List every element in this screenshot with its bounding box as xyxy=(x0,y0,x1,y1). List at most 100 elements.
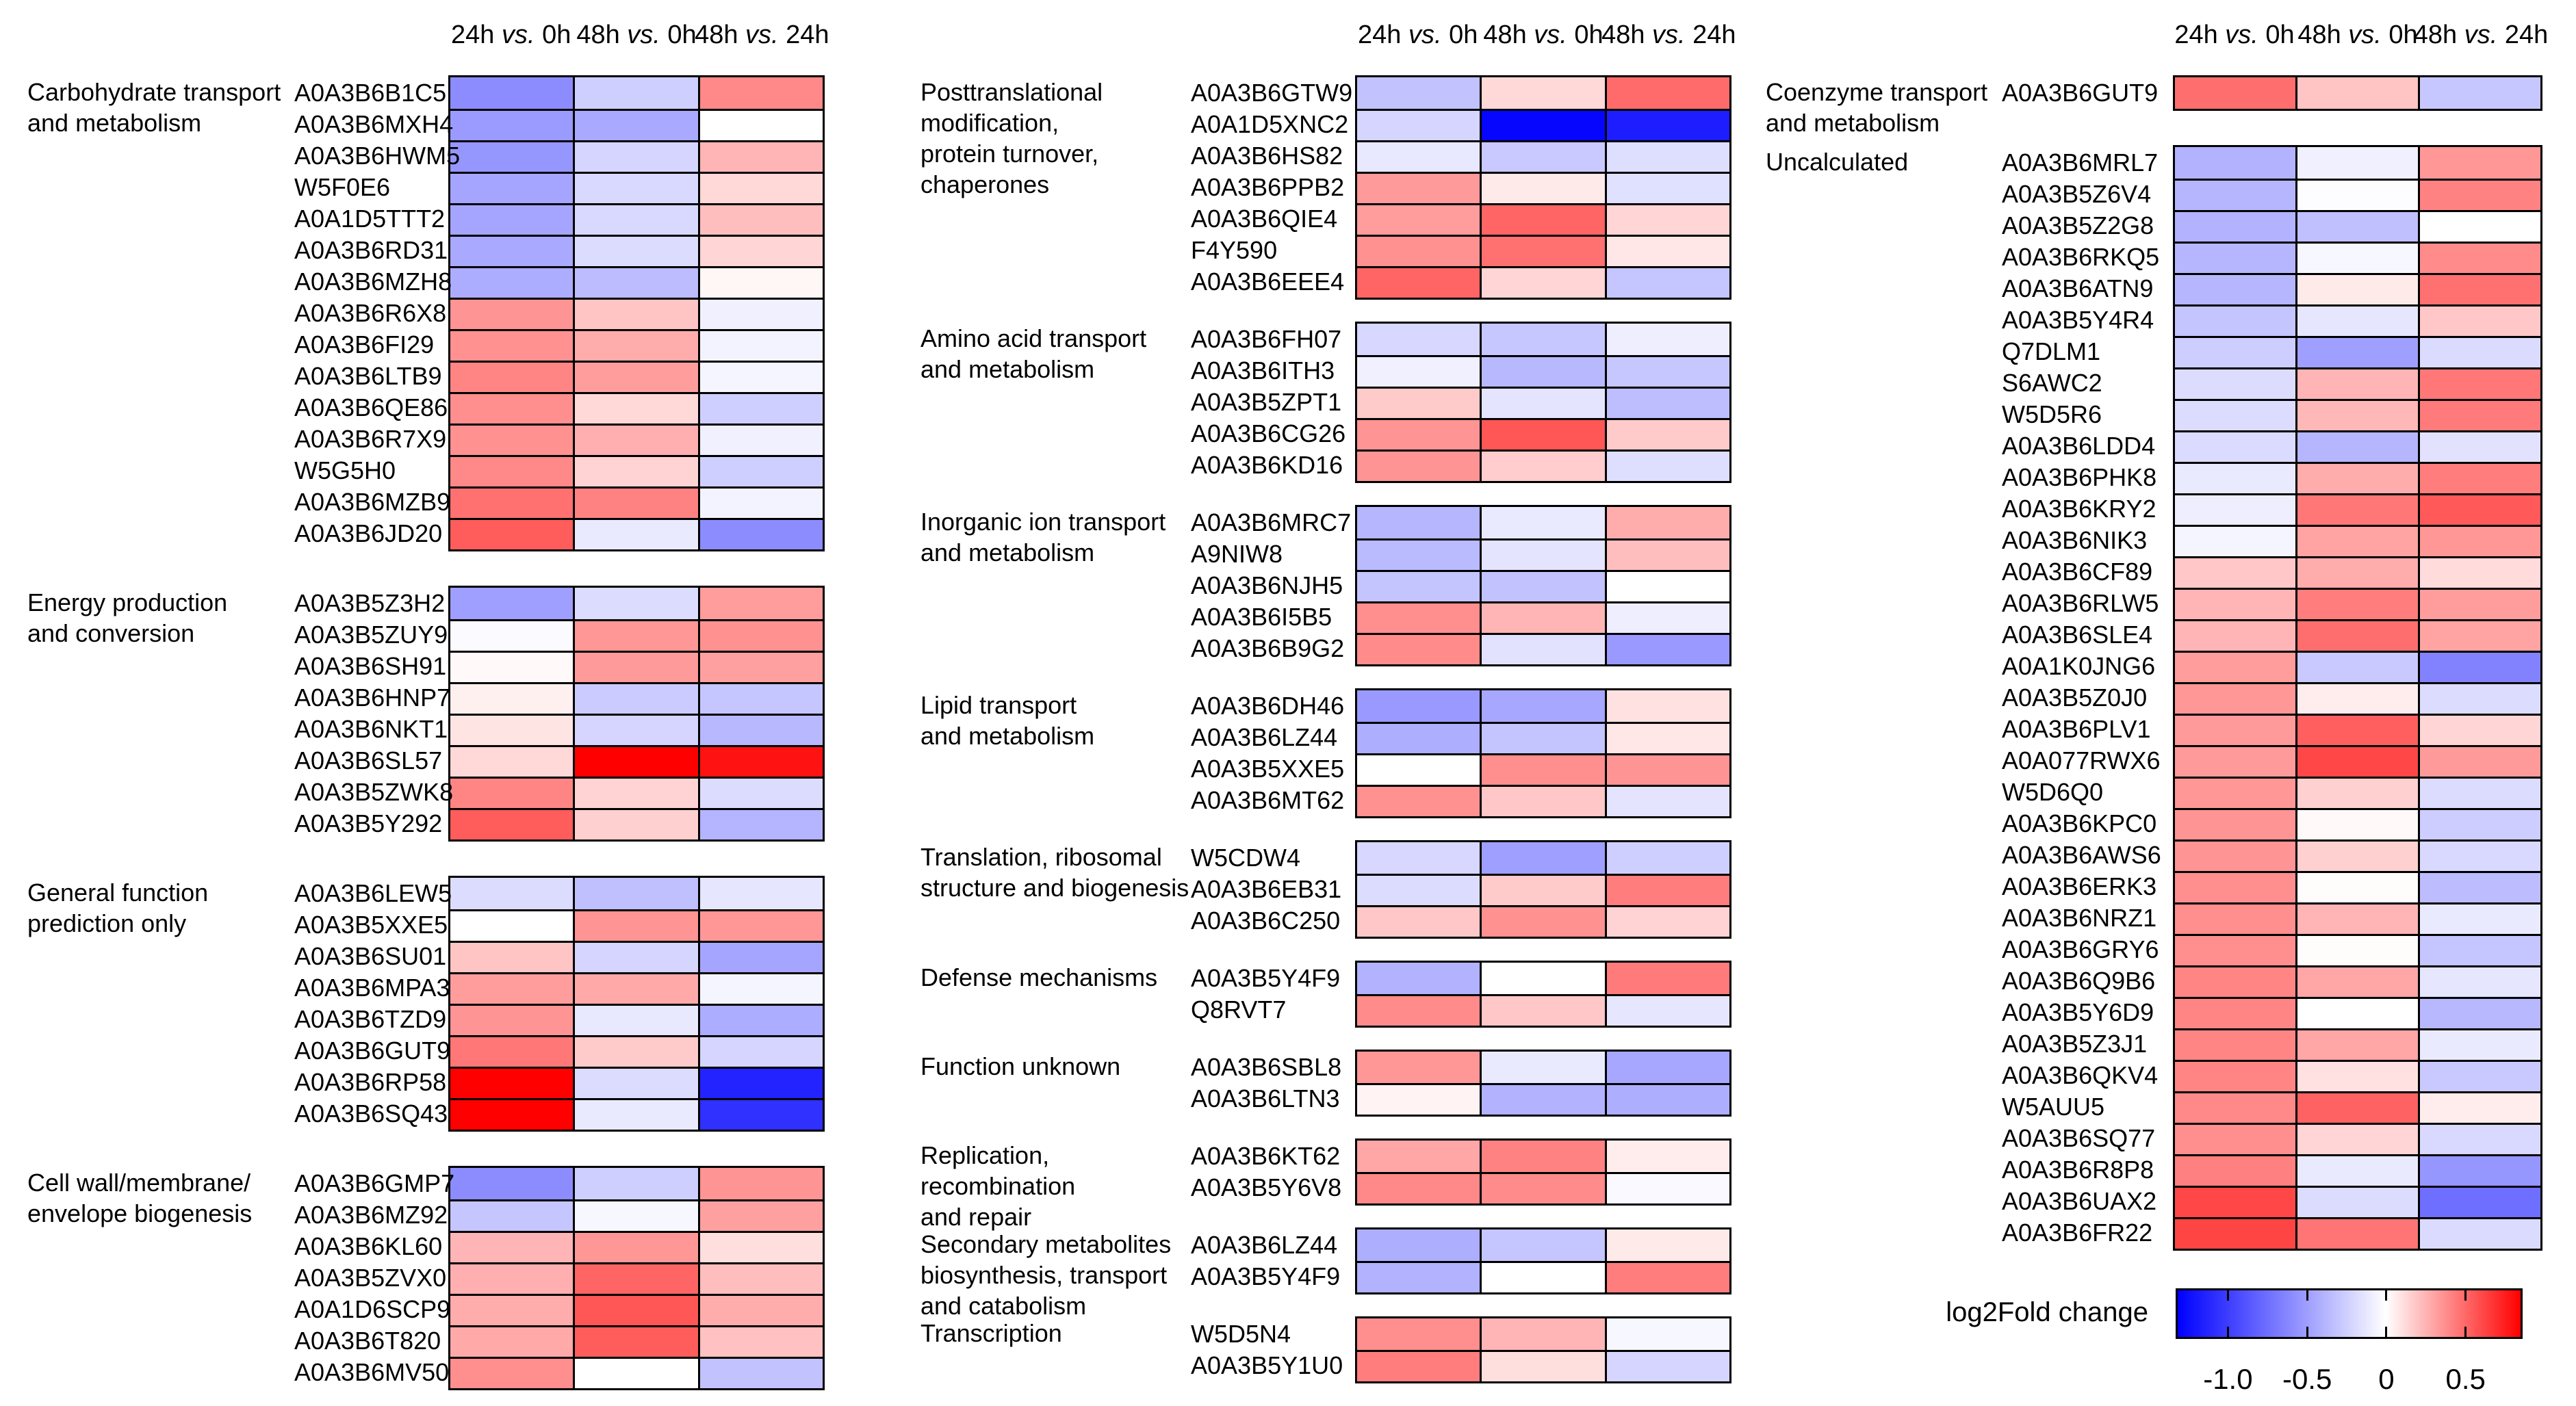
heatmap-row xyxy=(1357,570,1729,601)
header-text: 0h xyxy=(660,21,697,49)
heatmap-cell xyxy=(1357,507,1480,538)
heatmap-cell xyxy=(2295,212,2418,242)
column-header: 48h vs. 0h xyxy=(2269,21,2447,50)
heatmap-row xyxy=(450,1357,823,1388)
heatmap-cell xyxy=(573,1327,698,1357)
heatmap-cell xyxy=(697,747,823,777)
heatmap-cell xyxy=(2295,307,2418,336)
column-header: 48h vs. 24h xyxy=(2392,21,2570,50)
heatmap-cell xyxy=(1357,357,1480,387)
heatmap-block xyxy=(448,1166,825,1390)
protein-id: W5G5H0 xyxy=(294,456,396,484)
heatmap-cell xyxy=(1604,357,1729,387)
heatmap-row xyxy=(450,1168,823,1199)
heatmap-row xyxy=(450,77,823,109)
heatmap-cell xyxy=(2295,464,2418,493)
protein-id: A0A3B6B1C5 xyxy=(294,79,447,107)
heatmap-cell xyxy=(697,716,823,745)
heatmap-row xyxy=(2175,997,2540,1028)
heatmap-cell xyxy=(1480,1263,1605,1292)
heatmap-cell xyxy=(2418,1219,2540,1249)
heatmap-cell xyxy=(1357,174,1480,203)
protein-id: A0A3B6MRC7 xyxy=(1191,508,1352,536)
heatmap-cell xyxy=(1604,1352,1729,1381)
heatmap-cell xyxy=(697,684,823,714)
heatmap-cell xyxy=(697,1006,823,1035)
heatmap-row xyxy=(450,878,823,909)
header-vs-text: vs. xyxy=(627,21,660,49)
heatmap-cell xyxy=(2418,904,2540,934)
protein-id: A0A3B6MZH8 xyxy=(294,268,452,296)
category-label-line: Posttranslational xyxy=(920,78,1103,106)
heatmap-cell xyxy=(1604,755,1729,785)
protein-id: A9NIW8 xyxy=(1191,540,1283,568)
heatmap-cell xyxy=(697,588,823,619)
heatmap-cell xyxy=(2418,842,2540,871)
heatmap-row xyxy=(1357,1318,1729,1350)
heatmap-cell xyxy=(2175,621,2295,651)
category-label: Energy production and conversion xyxy=(27,587,287,649)
heatmap-cell xyxy=(2175,810,2295,839)
heatmap-row xyxy=(1357,418,1729,450)
heatmap-cell xyxy=(697,1233,823,1262)
category-label: Secondary metabolites biosynthesis, trans… xyxy=(920,1229,1194,1321)
heatmap-cell xyxy=(573,684,698,714)
protein-id: A0A3B6SQ77 xyxy=(2002,1124,2156,1152)
heatmap-cell xyxy=(573,716,698,745)
protein-id: A0A3B6LTN3 xyxy=(1191,1084,1340,1112)
category-label-line: Lipid transport xyxy=(920,691,1077,719)
heatmap-cell xyxy=(697,779,823,808)
heatmap-row xyxy=(2175,588,2540,619)
protein-id: A0A3B6FR22 xyxy=(2002,1219,2153,1247)
heatmap-cell xyxy=(2295,1125,2418,1154)
heatmap-row xyxy=(450,392,823,424)
protein-id: W5D6Q0 xyxy=(2002,778,2104,806)
heatmap-cell xyxy=(1604,1141,1729,1172)
category-label-line: structure and biogenesis xyxy=(920,874,1189,902)
protein-id: A0A3B6MPA3 xyxy=(294,974,450,1002)
heatmap-row xyxy=(2175,1028,2540,1060)
heatmap-cell xyxy=(450,1264,574,1294)
heatmap-row xyxy=(1357,690,1729,722)
heatmap-row xyxy=(450,1098,823,1130)
heatmap-row xyxy=(2175,965,2540,997)
heatmap-cell xyxy=(1604,541,1729,570)
heatmap-cell xyxy=(2295,244,2418,273)
heatmap-block xyxy=(1355,322,1731,483)
heatmap-cell xyxy=(450,142,574,172)
heatmap-row xyxy=(450,1067,823,1098)
protein-id: A0A3B6MZ92 xyxy=(294,1201,448,1229)
heatmap-cell xyxy=(573,1233,698,1262)
category-label-line: envelope biogenesis xyxy=(27,1199,253,1227)
colorbar-tick xyxy=(2385,1290,2388,1301)
heatmap-cell xyxy=(2418,999,2540,1028)
protein-id: A0A077RWX6 xyxy=(2002,746,2161,774)
heatmap-cell xyxy=(1480,724,1605,753)
protein-id: A0A3B5Y1U0 xyxy=(1191,1351,1343,1379)
heatmap-cell xyxy=(1357,268,1480,298)
heatmap-cell xyxy=(2175,338,2295,367)
heatmap-cell xyxy=(573,331,698,361)
heatmap-row xyxy=(2175,1060,2540,1091)
heatmap-cell xyxy=(1480,787,1605,816)
protein-id: A0A3B6RLW5 xyxy=(2002,589,2159,617)
heatmap-cell xyxy=(697,653,823,682)
heatmap-cell xyxy=(2175,181,2295,210)
heatmap-row xyxy=(450,1035,823,1067)
heatmap-row xyxy=(450,972,823,1004)
protein-id: A0A3B6PHK8 xyxy=(2002,463,2157,491)
heatmap-cell xyxy=(450,810,574,839)
category-label: Replication, recombination and repair xyxy=(920,1140,1194,1232)
protein-id: A0A3B5XXE5 xyxy=(294,911,448,939)
heatmap-cell xyxy=(697,142,823,172)
heatmap-cell xyxy=(573,943,698,972)
category-label-line: Translation, ribosomal xyxy=(920,843,1162,871)
heatmap-cell xyxy=(1480,77,1605,109)
heatmap-cell xyxy=(697,621,823,651)
heatmap-cell xyxy=(2418,464,2540,493)
protein-id: F4Y590 xyxy=(1191,236,1278,264)
heatmap-cell xyxy=(1604,690,1729,722)
heatmap-cell xyxy=(697,174,823,203)
heatmap-cell xyxy=(2175,147,2295,179)
heatmap-cell xyxy=(1604,996,1729,1026)
